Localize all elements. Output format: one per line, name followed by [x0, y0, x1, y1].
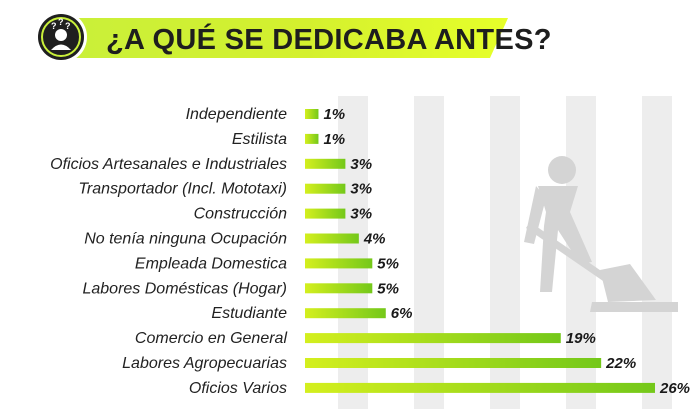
category-label: Transportador (Incl. Mototaxi)	[78, 181, 287, 198]
confused-person-icon: ? ? ?	[38, 14, 84, 60]
background-stripe	[642, 96, 672, 409]
page-title: ¿A QUÉ SE DEDICABA ANTES?	[106, 24, 552, 56]
value-label: 5%	[377, 280, 399, 297]
bar	[305, 109, 319, 119]
svg-text:?: ?	[51, 21, 57, 31]
bar	[305, 308, 386, 319]
value-label: 3%	[350, 181, 372, 198]
background-stripe	[490, 96, 520, 409]
category-label: Oficios Artesanales e Industriales	[50, 156, 287, 173]
value-label: 3%	[350, 206, 372, 223]
value-label: 6%	[391, 305, 413, 322]
header-band	[58, 18, 508, 58]
svg-text:?: ?	[65, 21, 71, 31]
value-label: 5%	[377, 255, 399, 272]
bar	[305, 233, 359, 244]
value-label: 1%	[323, 131, 345, 148]
category-label: Empleada Domestica	[135, 255, 287, 272]
bar	[305, 208, 346, 219]
bar	[305, 133, 319, 144]
bar	[305, 283, 373, 294]
bar	[305, 158, 346, 169]
value-label: 26%	[659, 380, 690, 397]
bar	[305, 183, 346, 194]
category-label: No tenía ninguna Ocupación	[84, 231, 287, 248]
category-label: Independiente	[186, 106, 288, 123]
bar	[305, 382, 655, 393]
background-stripe	[338, 96, 368, 409]
category-label: Construcción	[194, 206, 287, 223]
worker-shovel-icon	[524, 156, 678, 312]
bar	[305, 358, 602, 368]
category-label: Labores Agropecuarias	[122, 355, 287, 372]
category-label: Comercio en General	[135, 330, 288, 347]
value-label: 19%	[566, 330, 596, 347]
value-label: 22%	[605, 355, 636, 372]
svg-text:?: ?	[58, 17, 64, 27]
value-label: 1%	[323, 106, 345, 123]
category-label: Estilista	[232, 131, 287, 148]
value-label: 4%	[363, 231, 386, 248]
category-label: Oficios Varios	[189, 380, 287, 397]
value-label: 3%	[350, 156, 372, 173]
background-stripe	[414, 96, 444, 409]
category-label: Estudiante	[211, 305, 287, 322]
category-label: Labores Domésticas (Hogar)	[82, 280, 287, 297]
bar	[305, 258, 373, 269]
bar	[305, 333, 561, 344]
